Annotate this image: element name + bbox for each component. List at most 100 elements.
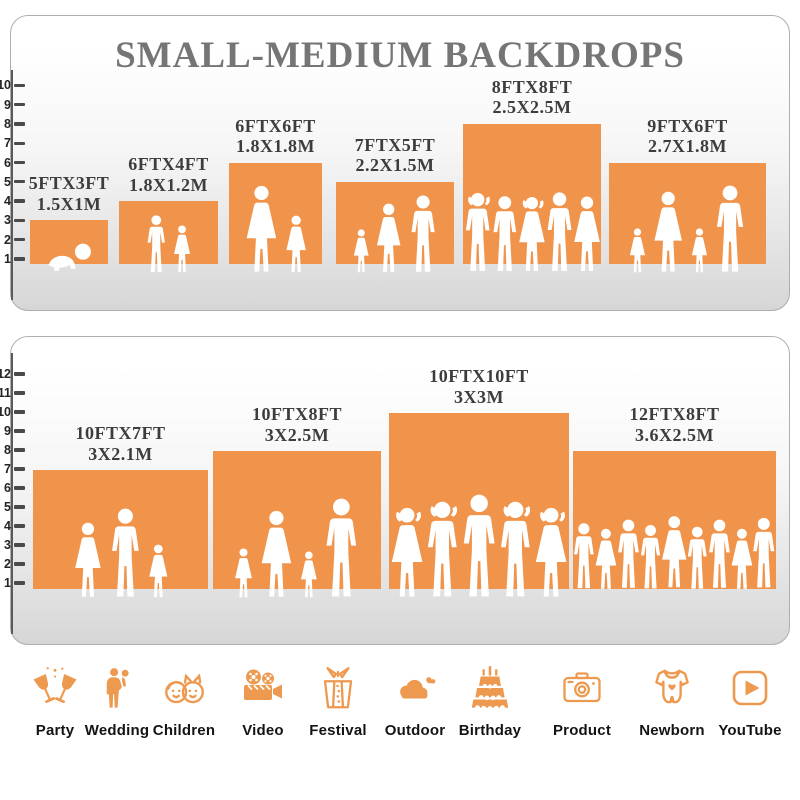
category-item-children: Children [136,663,232,739]
ruler-number: 8 [4,116,11,131]
category-label: Party [35,722,75,739]
category-item-newborn: Newborn [624,663,720,739]
category-item-product: Product [534,663,630,739]
bar-size-m-label: 2.2X1.5M [355,155,435,176]
figure-group [336,195,454,273]
bar-size-ft-label: 10FTX7FT [75,423,166,443]
youtube-icon [702,663,798,713]
category-label: Birthday [458,722,522,739]
category-row: Party Wedding Children Video Festival Outdoor… [0,655,800,775]
bar-size-m-label: 3X2.1M [88,443,153,464]
ruler-number: 2 [4,232,11,247]
bar-size-label: 12FTX8FT 3.6X2.5M [565,404,785,445]
backdrop-bar-10ftx10ft [389,413,569,597]
ruler-number: 10 [0,78,11,93]
backdrop-bar-7ftx5ft [336,181,454,273]
category-label: Video [242,722,284,739]
ruler-number: 6 [4,481,11,495]
woman-silhouette [731,528,752,589]
bar-size-label: 5FTX3FT 1.5X1M [0,173,179,214]
womanup-silhouette [519,196,545,271]
bar-size-m-label: 3X2.5M [264,424,330,445]
figure-group [119,215,218,273]
man-silhouette [708,519,730,588]
backdrop-bar-5ftx3ft [30,220,108,271]
ruler-tick [14,486,25,490]
bar-size-ft-label: 10FTX8FT [251,404,342,424]
ruler-number: 1 [4,576,11,590]
festival-icon [290,663,386,713]
ruler-tick [14,505,25,509]
category-item-party: Party [7,663,103,739]
girl-silhouette [353,229,369,273]
figure-group [33,508,208,598]
figure-group [573,506,776,598]
manup-silhouette [428,501,458,597]
bar-size-ft-label: 10FTX10FT [429,366,529,386]
outdoor-icon [367,663,463,713]
ruler-tick [14,372,25,376]
panel-small-medium-bottom: 12 11 10 9 8 7 6 5 4 3 2 1 10FTX7FT 3X2.1M 10FTX8FT 3X2… [0,336,790,645]
bar-size-ft-label: 6FTX6FT [235,115,316,136]
bar-size-m-label: 2.7X1.8M [648,136,727,156]
woman-silhouette [654,191,683,272]
ruler-tick [14,180,25,184]
chart-title: SMALL-MEDIUM BACKDROPS [115,35,685,76]
bar-size-m-label: 2.5X2.5M [492,97,572,118]
ruler-number: 11 [0,386,11,400]
ruler-tick [14,448,25,452]
bar-size-label: 8FTX8FT 2.5X2.5M [422,77,642,118]
ruler-tick [14,562,25,566]
category-item-video: Video [215,663,311,739]
ruler-tick [14,160,25,165]
birthday-icon [442,663,538,713]
girl-silhouette [286,215,306,273]
woman-silhouette [595,528,616,589]
woman-silhouette [261,510,292,597]
man-silhouette [716,185,743,272]
ruler-number: 5 [4,174,11,189]
ruler-number: 9 [4,97,11,112]
panel-small-medium-top: SMALL-MEDIUM BACKDROPS 10 9 8 7 6 5 4 3 2 1 5FTX3F… [0,15,790,311]
figure-group [229,185,322,273]
girl-silhouette [691,228,707,273]
figure-group [30,241,108,273]
ruler-tick [14,524,25,528]
bar-size-m-label: 3X3M [454,386,504,407]
ruler-number: 4 [4,194,11,209]
bar-size-m-label: 1.8X1.2M [129,174,208,195]
man-silhouette [493,196,517,271]
man-silhouette [640,525,660,589]
girl-silhouette [148,544,167,598]
ruler-number: 7 [4,136,11,151]
man-silhouette [687,526,707,589]
figure-group [609,185,766,273]
backdrop-bar-10ftx8ft [213,451,381,598]
children-icon [136,663,232,713]
product-icon [534,663,630,713]
man-silhouette [573,523,594,589]
womanup-silhouette [391,507,423,597]
bar-size-ft-label: 7FTX5FT [354,134,436,155]
ruler-number: 6 [4,155,11,170]
ruler-tick [14,83,25,87]
wedding-icon [69,663,165,713]
category-item-festival: Festival [290,663,386,739]
ruler-tick [14,257,25,261]
ruler-tick [14,122,25,126]
category-label: Children [152,722,216,739]
ruler-line [11,70,13,300]
girl-silhouette [630,228,646,273]
bar-size-label: 10FTX8FT 3X2.5M [187,404,407,445]
figure-group [213,498,381,598]
bar-size-label: 7FTX5FT 2.2X1.5M [285,135,505,176]
category-label: YouTube [718,722,782,739]
bar-size-m-label: 1.8X1.8M [236,136,315,156]
ruler-number: 8 [4,443,11,457]
man-silhouette [326,498,357,597]
bar-size-label: 9FTX6FT 2.7X1.8M [578,116,798,157]
ruler-number: 1 [4,252,11,266]
ruler-tick [14,199,25,203]
girl-silhouette [300,551,317,598]
